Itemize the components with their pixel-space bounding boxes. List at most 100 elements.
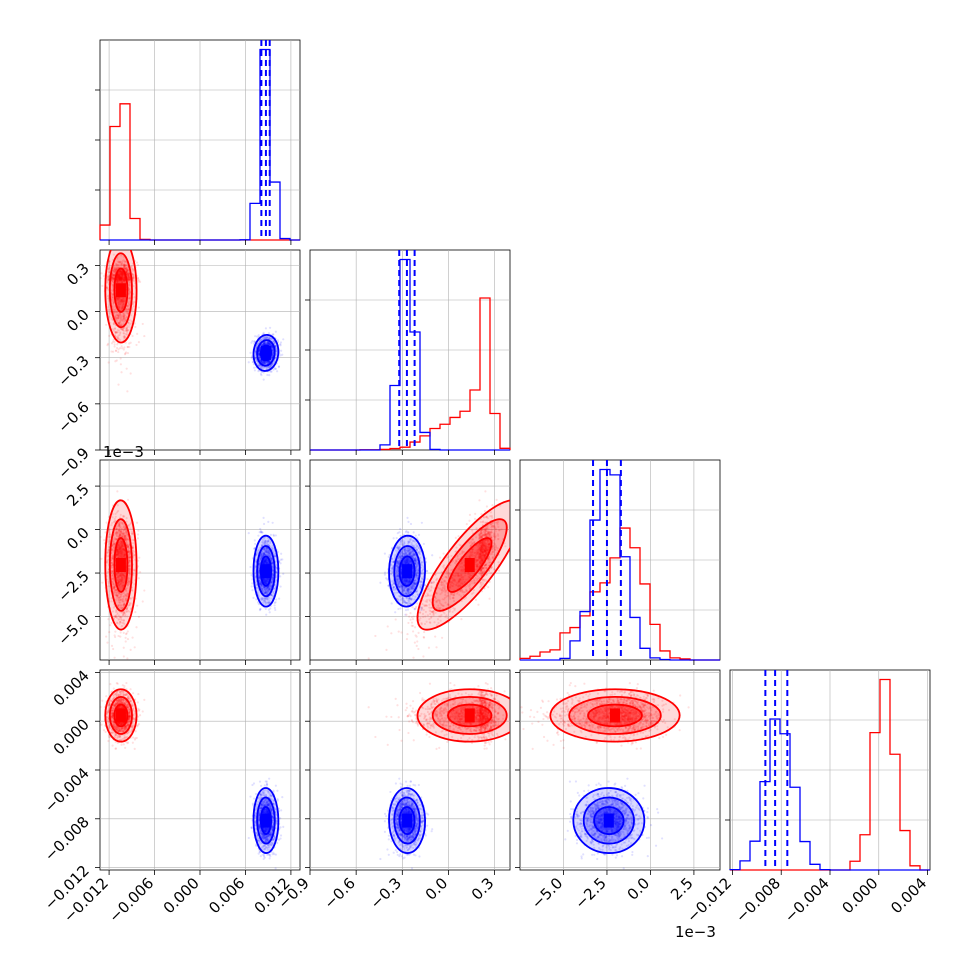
scatter-point [113, 327, 117, 330]
scatter-point [128, 274, 131, 277]
scatter-point [121, 273, 124, 276]
scatter-point [131, 270, 135, 273]
scatter-point [113, 268, 116, 272]
scatter-point [107, 275, 111, 278]
scatter-point [113, 327, 117, 330]
scatter-point [119, 269, 122, 272]
scatter-point [110, 298, 113, 301]
scatter-point [114, 349, 117, 352]
scatter-point [120, 273, 123, 276]
density-peak [115, 283, 126, 298]
scatter-point [116, 336, 120, 340]
scatter-point [122, 313, 125, 316]
scatter-point [123, 264, 127, 267]
scatter-point [128, 292, 131, 295]
scatter-point [128, 302, 131, 305]
scatter-point [128, 345, 131, 349]
scatter-point [120, 278, 123, 281]
scatter-point [118, 275, 121, 278]
scatter-point [122, 311, 126, 315]
scatter-point [126, 657, 129, 660]
scatter-point [118, 278, 121, 281]
scatter-point [106, 279, 109, 282]
scatter-point [121, 300, 125, 303]
scatter-point [125, 308, 128, 311]
scatter-point [120, 345, 123, 348]
scatter-point [111, 285, 114, 288]
scatter-point [115, 346, 119, 350]
scatter-point [113, 266, 116, 270]
scatter-point [135, 626, 138, 629]
scatter-point [259, 359, 262, 362]
scatter-point [118, 333, 121, 337]
scatter-point [124, 297, 127, 301]
scatter-point [108, 630, 111, 634]
scatter-point [119, 276, 122, 279]
scatter-point [119, 276, 122, 279]
scatter-point [120, 281, 123, 284]
scatter-point [266, 336, 269, 339]
scatter-point [116, 298, 119, 301]
scatter-point [117, 301, 120, 304]
scatter-point [120, 271, 123, 274]
scatter-point [122, 302, 125, 305]
scatter-point [116, 313, 120, 316]
scatter-point [260, 359, 263, 362]
scatter-point [133, 646, 136, 649]
scatter-point [118, 303, 121, 306]
scatter-point [262, 331, 265, 334]
scatter-point [116, 335, 119, 339]
scatter-point [117, 314, 120, 317]
scatter-point [120, 327, 123, 331]
scatter-point [253, 340, 256, 343]
scatter-point [124, 327, 128, 331]
scatter-point [118, 270, 121, 273]
scatter-point [262, 360, 265, 364]
scatter-point [105, 286, 109, 289]
y-tick-label: −0.9 [54, 444, 92, 482]
scatter-point [128, 278, 131, 281]
scatter-point [114, 316, 118, 319]
scatter-point [135, 343, 138, 347]
scatter-point [249, 351, 252, 354]
scatter-point [117, 296, 121, 300]
scatter-point [118, 278, 122, 281]
scatter-point [118, 277, 121, 281]
scatter-point [120, 272, 123, 276]
scatter-point [111, 278, 115, 281]
scatter-point [112, 273, 115, 276]
scatter-point [126, 329, 129, 332]
scatter-point [111, 275, 114, 278]
scatter-point [268, 326, 272, 329]
scatter-point [124, 318, 128, 321]
scatter-point [116, 276, 119, 279]
scatter-point [119, 279, 122, 282]
scatter-point [107, 297, 110, 300]
scatter-point [135, 521, 139, 524]
scatter-point [121, 278, 124, 281]
scatter-point [113, 343, 116, 346]
scatter-point [259, 358, 262, 361]
scatter-point [123, 264, 126, 268]
scatter-point [270, 357, 273, 361]
scatter-point [121, 273, 124, 277]
scatter-point [120, 328, 123, 331]
scatter-point [122, 278, 126, 281]
scatter-point [118, 274, 121, 277]
scatter-point [272, 340, 275, 343]
scatter-point [119, 272, 122, 276]
scatter-point [128, 274, 131, 277]
scatter-point [127, 297, 131, 300]
scatter-point [122, 278, 125, 281]
y-tick-label: −0.3 [54, 352, 92, 390]
scatter-point [111, 277, 115, 280]
scatter-point [115, 278, 119, 281]
scatter-point [125, 327, 129, 331]
scatter-point [122, 263, 125, 267]
scatter-point [262, 361, 266, 364]
scatter-point [108, 271, 111, 274]
scatter-point [127, 276, 130, 279]
scatter-point [125, 271, 128, 274]
scatter-point [118, 276, 121, 279]
scatter-point [116, 266, 119, 270]
